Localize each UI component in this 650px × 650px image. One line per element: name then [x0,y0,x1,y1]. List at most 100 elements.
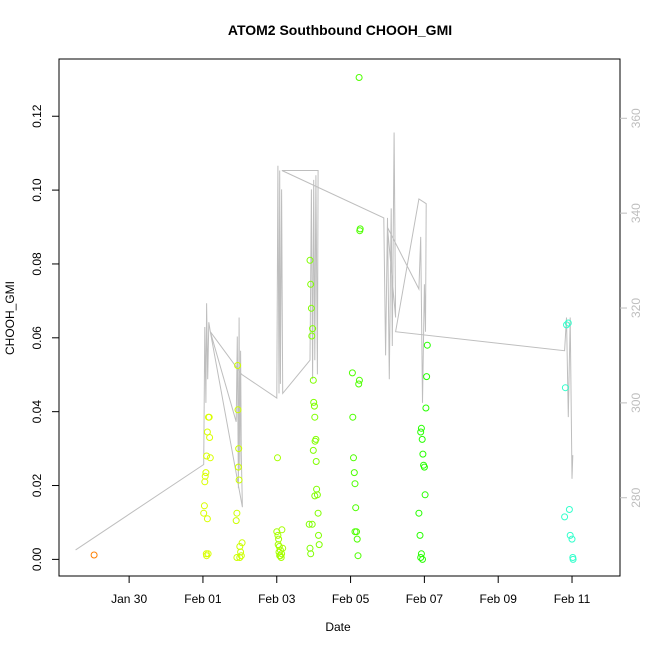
y-right-tick-label: 340 [629,203,643,223]
data-point [278,550,286,558]
x-tick-label: Feb 01 [184,592,222,606]
data-point [348,369,356,377]
data-point [352,504,360,512]
data-point [355,376,363,384]
data-point [275,535,283,543]
data-point [569,555,577,563]
data-point [561,384,569,392]
data-point [565,506,573,513]
data-point [421,491,429,499]
data-point [308,332,316,340]
data-point [234,362,242,369]
data-point [306,256,314,264]
data-point [313,485,321,493]
data-point [309,446,317,454]
data-point [423,373,431,381]
data-point [417,550,425,558]
data-point [278,526,286,534]
x-tick-label: Feb 11 [554,592,591,606]
data-point [205,413,213,421]
data-point [201,472,209,480]
y-tick-label: 0.06 [30,326,44,350]
data-point [234,406,242,414]
data-point [232,517,240,525]
data-point [419,450,427,458]
data-point [203,428,211,436]
data-point [351,528,359,536]
data-point [312,435,320,443]
data-point [350,469,358,477]
y-axis-label: CHOOH_GMI [3,281,17,355]
data-point [237,552,245,560]
data-point [238,539,246,547]
data-point [203,452,211,460]
data-point [200,502,208,510]
data-point [235,476,243,484]
data-point [417,554,425,561]
data-point [356,225,364,233]
data-point [315,531,322,539]
y-right-tick-label: 300 [629,393,643,413]
x-tick-label: Feb 09 [480,592,518,606]
data-point [422,404,430,412]
data-point [233,509,241,517]
data-point [354,552,362,560]
y-tick-label: 0.04 [30,400,44,424]
data-point [563,321,570,329]
data-point [234,463,242,471]
data-point [417,424,425,432]
data-point [566,531,574,539]
data-point [353,535,361,543]
data-point [564,319,572,327]
data-point [315,541,323,549]
data-point [200,509,208,517]
y-tick-label: 0.00 [30,547,44,571]
data-point [561,513,569,521]
data-point [418,435,426,443]
data-point [311,413,319,421]
x-tick-label: Jan 30 [111,592,147,606]
data-point [305,520,313,528]
x-axis-label: Date [325,620,351,634]
data-point [351,480,359,488]
points-layer [90,74,577,563]
data-point [417,428,425,436]
data-point [202,469,210,477]
y-axis-right: 280 300 320 340 360 [620,108,643,508]
data-point [236,554,244,561]
data-point [308,520,316,528]
x-tick-label: Feb 07 [406,592,444,606]
data-point [310,398,318,406]
data-point [312,458,320,465]
y-right-tick-label: 360 [629,108,643,128]
data-point [568,535,576,543]
y-tick-label: 0.12 [30,104,44,128]
data-point [206,454,214,462]
data-point [309,376,317,384]
data-point [275,543,283,550]
x-tick-label: Feb 05 [332,592,370,606]
data-point [90,551,98,559]
data-point [355,380,363,388]
data-point [307,280,315,288]
data-point [415,509,423,517]
data-point [307,304,315,312]
data-point [306,544,314,552]
data-point [233,554,241,561]
data-point [235,445,243,453]
data-point [274,531,282,539]
data-point [416,531,424,539]
temperature-line [75,132,574,551]
data-point [419,555,426,563]
data-point [355,74,363,81]
data-point [276,552,284,560]
x-axis: Jan 30 Feb 01 Feb 03 Feb 05 Feb 07 Feb 09 Feb … [111,575,591,606]
y-right-tick-label: 280 [629,487,643,507]
chart-title: ATOM2 Southbound CHOOH_GMI [228,22,452,38]
y-tick-label: 0.08 [30,252,44,276]
data-point [274,454,281,462]
temperature-line-layer [75,132,574,551]
y-tick-label: 0.10 [30,178,44,202]
plot-frame [58,58,621,577]
